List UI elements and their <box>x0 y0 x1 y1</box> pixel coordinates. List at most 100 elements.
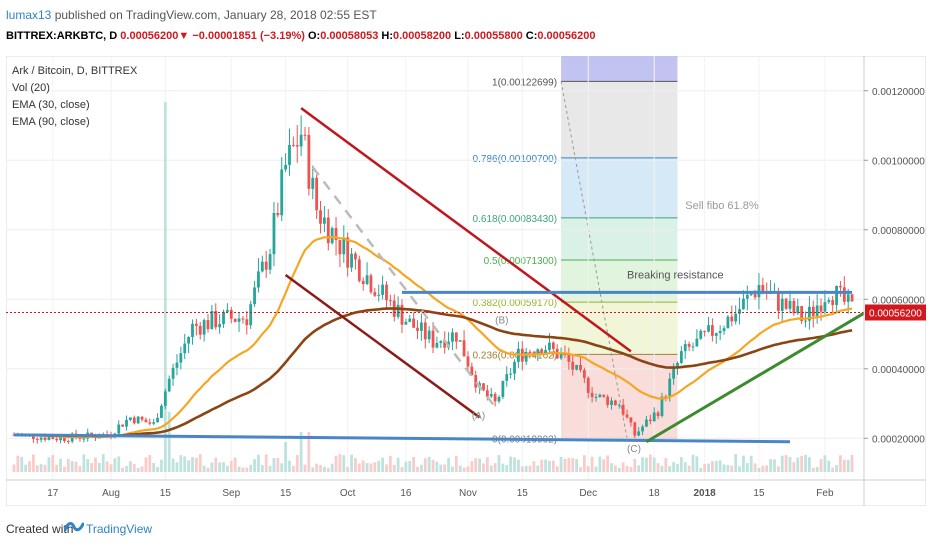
candle-body <box>385 284 388 301</box>
low-value: 0.00055800 <box>464 30 523 42</box>
volume-bar <box>676 463 679 472</box>
candle-body <box>423 322 427 340</box>
candle-body <box>350 253 353 268</box>
volume-bar <box>765 465 769 472</box>
candle-body <box>544 350 547 353</box>
volume-bar <box>555 466 559 472</box>
volume-bar <box>257 454 260 472</box>
candle-body <box>194 323 198 326</box>
candle-body <box>427 330 431 340</box>
chart-area[interactable]: 1(0.00122699) 0.786(0.00100700) 0.618(0.00… <box>5 55 927 507</box>
candle-body <box>198 325 202 335</box>
candle-body <box>831 300 835 305</box>
volume-bar <box>691 454 695 472</box>
candle-body <box>590 392 594 398</box>
volume-bar <box>101 454 105 472</box>
candle-body <box>598 394 602 397</box>
volume-bar <box>264 454 268 472</box>
last-price-tag <box>865 304 926 321</box>
volume-bar <box>148 454 152 472</box>
wave-b-label: (B) <box>495 316 508 327</box>
fib-zone <box>561 260 678 303</box>
volume-bar <box>835 465 838 472</box>
volume-bar <box>32 454 35 472</box>
candle-body <box>59 437 62 441</box>
volume-bar <box>590 456 594 472</box>
candle-body <box>711 325 714 336</box>
candle-body <box>82 438 86 440</box>
y-tick-label: 0.00120000 <box>872 87 925 98</box>
candle-body <box>233 318 237 322</box>
wave-dashed-line <box>311 166 497 408</box>
uptrend-line <box>645 311 865 444</box>
volume-bar <box>544 459 547 472</box>
x-tick-label: 2018 <box>694 488 717 499</box>
open-label: O: <box>307 30 321 42</box>
candle-body <box>264 261 268 270</box>
candle-body <box>652 412 656 422</box>
breaking-resistance-annotation: Breaking resistance <box>627 269 724 281</box>
volume-bar <box>20 457 24 472</box>
volume-bar <box>730 465 734 472</box>
author-link[interactable]: lumax13 <box>6 8 52 22</box>
volume-bar <box>233 457 237 472</box>
candle-body <box>466 356 470 367</box>
volume-bar <box>249 464 253 472</box>
volume-bar <box>478 458 481 472</box>
candle-body <box>540 349 544 353</box>
volume-bar <box>831 467 835 472</box>
volume-bar <box>742 455 745 472</box>
volume-bar <box>280 463 284 472</box>
volume-bar <box>222 462 225 472</box>
volume-bar <box>598 456 602 472</box>
volume-bar <box>602 459 606 472</box>
candle-body <box>377 294 381 296</box>
x-tick-label: Sep <box>222 488 240 499</box>
candle-body <box>280 169 284 216</box>
volume-bar <box>819 459 823 472</box>
candle-body <box>621 404 625 415</box>
candle-body <box>365 275 369 285</box>
volume-bar <box>35 465 39 472</box>
candle-body <box>699 330 703 339</box>
volume-bar <box>679 457 683 472</box>
downtrend-line <box>300 107 632 353</box>
volume-bar <box>144 457 148 472</box>
volume-bar <box>408 461 412 472</box>
volume-bar <box>354 458 357 472</box>
volume-bar <box>28 461 31 472</box>
price-chart[interactable]: 1(0.00122699) 0.786(0.00100700) 0.618(0.00… <box>5 55 927 507</box>
candle-body <box>253 287 256 305</box>
candle-body <box>226 309 229 312</box>
volume-bar <box>726 465 730 472</box>
volume-bar <box>210 462 214 472</box>
tradingview-logo-icon[interactable] <box>64 518 84 534</box>
volume-bar <box>451 466 454 472</box>
volume-bar <box>82 454 86 472</box>
volume-bar <box>105 461 109 472</box>
candle-body <box>819 305 823 312</box>
volume-bar <box>621 462 625 472</box>
candle-body <box>745 294 749 299</box>
volume-bar <box>808 457 811 472</box>
ema-30-line <box>14 235 853 439</box>
y-tick-label: 0.00020000 <box>872 434 925 445</box>
volume-bar <box>187 460 190 472</box>
volume-bar <box>497 455 501 472</box>
candle-body <box>637 431 641 436</box>
candle-body <box>676 363 679 368</box>
tradingview-brand[interactable]: TradingView <box>86 522 153 536</box>
candle-body <box>144 419 148 423</box>
candle-body <box>784 298 788 309</box>
candle-body <box>117 424 121 434</box>
candle-body <box>551 342 555 349</box>
volume-bar <box>563 458 567 472</box>
candle-body <box>835 285 838 305</box>
candle-body <box>687 344 691 347</box>
volume-bar <box>714 461 718 472</box>
candle-body <box>272 213 276 255</box>
candle-body <box>691 346 695 348</box>
fib-label: 0.382(0.00059170) <box>473 298 558 309</box>
candle-body <box>148 422 152 424</box>
volume-bar <box>695 456 699 472</box>
